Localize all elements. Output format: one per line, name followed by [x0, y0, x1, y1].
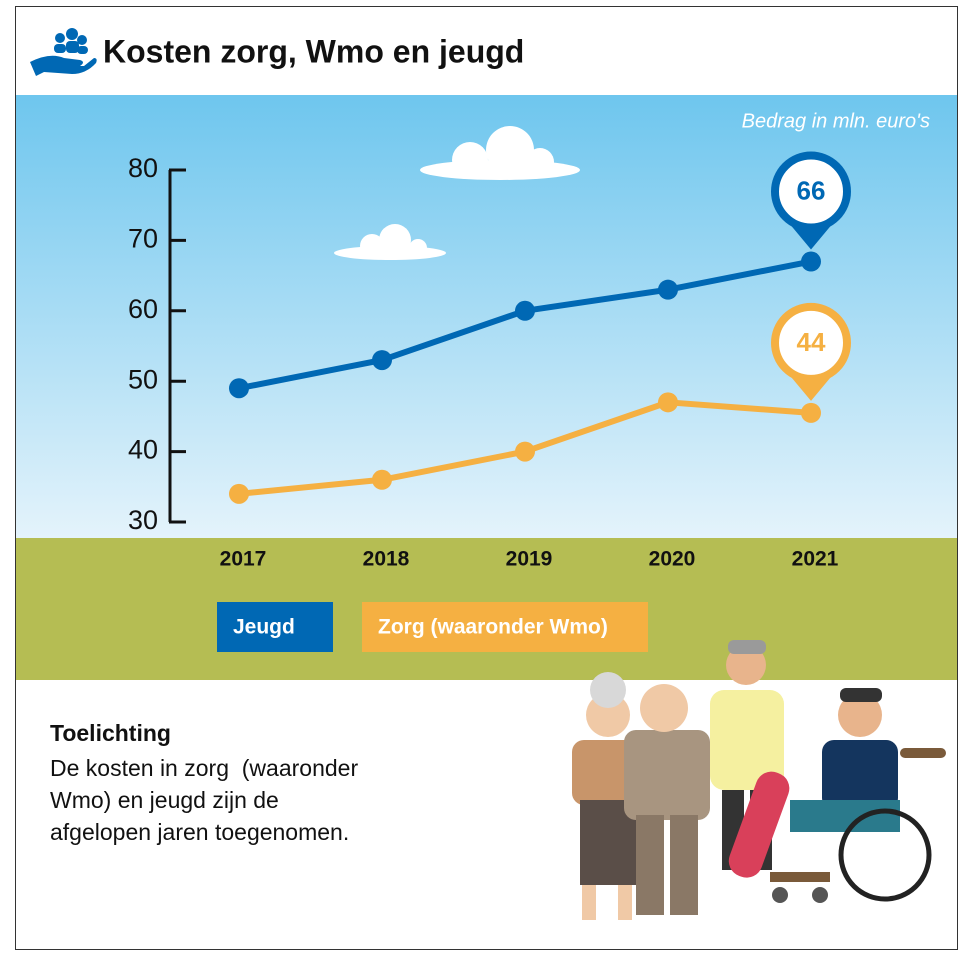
- y-tick-label: 40: [128, 435, 158, 465]
- x-tick-label: 2017: [220, 548, 267, 571]
- chart-title: Kosten zorg, Wmo en jeugd: [103, 33, 524, 69]
- note-line: afgelopen jaren toegenomen.: [50, 819, 349, 845]
- data-point: [801, 402, 821, 423]
- care-icon: [30, 28, 97, 76]
- cloud: [420, 126, 580, 180]
- data-point: [229, 483, 249, 504]
- y-tick-label: 60: [128, 294, 158, 324]
- legend-label: Zorg (waaronder Wmo): [378, 616, 608, 639]
- y-tick-label: 50: [128, 364, 158, 394]
- x-tick-label: 2021: [792, 548, 839, 571]
- note-line: Wmo) en jeugd zijn de: [50, 787, 279, 813]
- data-point: [515, 441, 535, 462]
- legend-swatch: [362, 602, 648, 652]
- y-tick-label: 70: [128, 224, 158, 254]
- callout-label: 44: [797, 327, 826, 357]
- callout-pin: [771, 151, 851, 232]
- data-point: [658, 392, 678, 413]
- legend-swatch: [217, 602, 333, 652]
- data-point: [658, 279, 678, 300]
- note-line: De kosten in zorg (waaronder: [50, 755, 358, 781]
- people-illustration: [572, 640, 946, 920]
- x-tick-label: 2019: [506, 548, 553, 571]
- y-tick-label: 80: [128, 153, 158, 183]
- chart-subtitle: Bedrag in mln. euro's: [742, 110, 930, 132]
- callout-label: 66: [797, 175, 826, 205]
- note-title: Toelichting: [50, 720, 171, 746]
- callout-pin: [771, 302, 851, 383]
- data-point: [229, 378, 249, 399]
- data-point: [372, 350, 392, 371]
- data-point: [372, 469, 392, 490]
- x-tick-label: 2020: [649, 548, 696, 571]
- x-tick-label: 2018: [363, 548, 410, 571]
- y-tick-label: 30: [128, 505, 158, 535]
- legend-label: Jeugd: [233, 616, 295, 639]
- cloud: [334, 224, 446, 260]
- data-point: [515, 300, 535, 321]
- data-point: [801, 251, 821, 272]
